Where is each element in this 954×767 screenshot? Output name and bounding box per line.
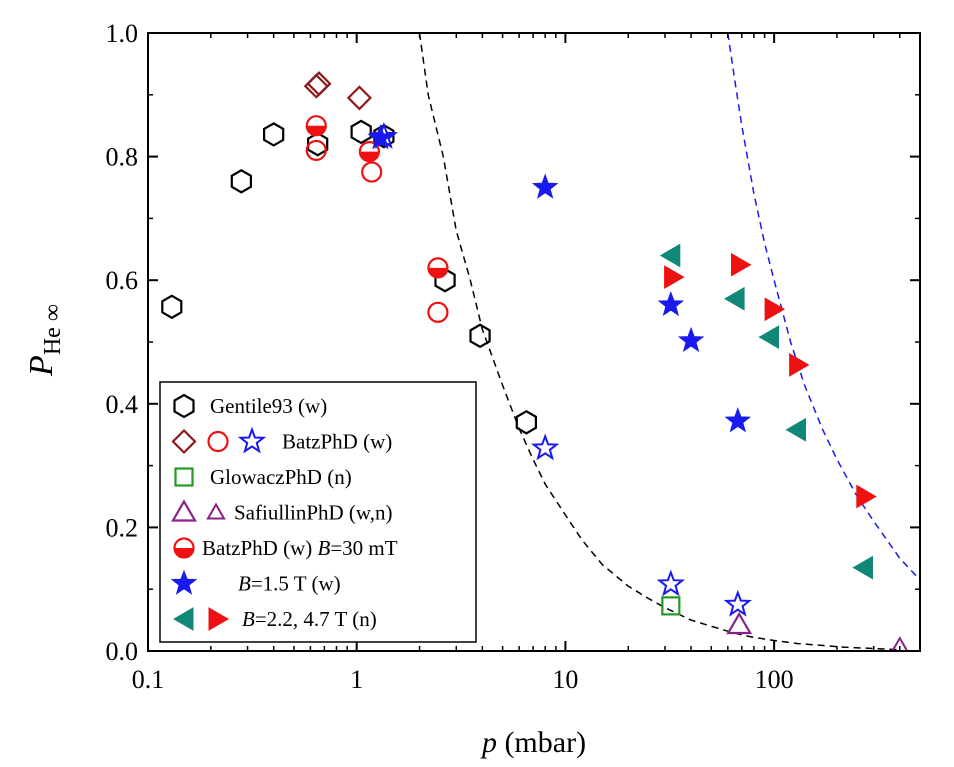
legend-marker-6-1 (208, 607, 229, 631)
data-point-0-0 (161, 294, 183, 320)
data-point-1-1 (306, 71, 332, 97)
data-point-10-4 (856, 484, 877, 509)
fit-curves (418, 33, 920, 651)
x-tick-label: 1 (350, 665, 363, 694)
x-tick-label: 100 (755, 665, 794, 694)
data-points (161, 71, 909, 651)
legend-label-1: BatzPhD (w) (282, 430, 392, 454)
data-point-3-2 (656, 569, 686, 597)
legend-label-6: B=2.2, 4.7 T (n) (242, 607, 377, 631)
legend-marker-2-0 (174, 467, 194, 487)
legend-marker-3-0 (171, 499, 197, 522)
fit-curve-0 (418, 33, 900, 651)
data-point-8-0 (367, 124, 394, 150)
x-axis-label: p (mbar) (480, 726, 586, 759)
y-axis-label: PHe ∞ (23, 304, 66, 377)
legend-marker-1-0 (171, 428, 197, 455)
data-point-4-0 (661, 596, 681, 616)
legend-label-2: GlowaczPhD (n) (210, 465, 352, 489)
data-point-6-0 (891, 636, 909, 651)
legend-marker-1-2 (237, 426, 267, 454)
data-point-7-0 (305, 115, 327, 137)
y-tick-label: 0.0 (106, 637, 139, 666)
data-point-3-3 (723, 589, 752, 617)
data-point-2-1 (361, 161, 383, 183)
data-point-9-0 (659, 243, 681, 268)
x-tick-label: 0.1 (132, 665, 165, 694)
data-point-8-2 (657, 290, 685, 317)
y-tick-label: 0.6 (106, 266, 139, 295)
data-point-1-2 (346, 85, 372, 111)
data-point-0-1 (230, 169, 252, 194)
data-point-9-2 (758, 325, 779, 349)
x-tick-label: 10 (552, 665, 578, 694)
data-point-7-2 (427, 257, 449, 279)
data-point-3-1 (531, 433, 560, 461)
y-tick-label: 0.2 (106, 513, 139, 542)
data-point-0-4 (350, 119, 372, 145)
legend-label-0: Gentile93 (w) (210, 394, 327, 418)
data-point-8-3 (677, 326, 705, 353)
legend-label-4: BatzPhD (w) B=30 mT (202, 536, 398, 560)
y-tick-label: 0.8 (106, 143, 139, 172)
data-point-0-2 (263, 122, 285, 147)
legend: Gentile93 (w) BatzPhD (w) GlowaczPhD (n) Sa… (159, 381, 477, 643)
legend-marker-5-0 (170, 569, 198, 595)
data-point-8-4 (724, 407, 752, 433)
data-point-2-0 (305, 139, 327, 162)
legend-label-3: SafiullinPhD (w,n) (234, 501, 392, 525)
legend-marker-1-1 (207, 430, 229, 453)
data-point-0-8 (515, 410, 538, 435)
data-point-9-3 (785, 417, 806, 442)
data-point-10-0 (664, 265, 685, 289)
legend-marker-0-0 (173, 393, 195, 419)
data-point-10-2 (764, 297, 786, 322)
legend-marker-6-0 (173, 607, 194, 631)
data-point-5-0 (726, 611, 753, 635)
data-point-10-1 (731, 252, 752, 277)
axis-ticks (147, 32, 920, 652)
legend-marker-3-1 (206, 502, 226, 520)
legend-marker-4-0 (173, 537, 195, 559)
data-point-10-3 (789, 353, 810, 377)
y-tick-label: 0.4 (106, 390, 139, 419)
data-point-7-1 (358, 141, 380, 163)
y-tick-label: 1.0 (106, 19, 139, 48)
data-point-9-1 (724, 286, 745, 311)
tick-labels: 0.1 1 10 100 0.0 0.2 0.4 0.6 0.8 1.0 (106, 19, 794, 694)
data-point-0-5 (373, 123, 395, 149)
fit-curve-1 (727, 33, 920, 581)
data-point-8-1 (531, 173, 559, 199)
data-point-9-4 (852, 555, 873, 580)
data-point-2-2 (427, 301, 449, 323)
data-point-0-7 (469, 323, 491, 349)
legend-label-5: B=1.5 T (w) (238, 572, 341, 596)
data-point-0-3 (307, 131, 329, 157)
